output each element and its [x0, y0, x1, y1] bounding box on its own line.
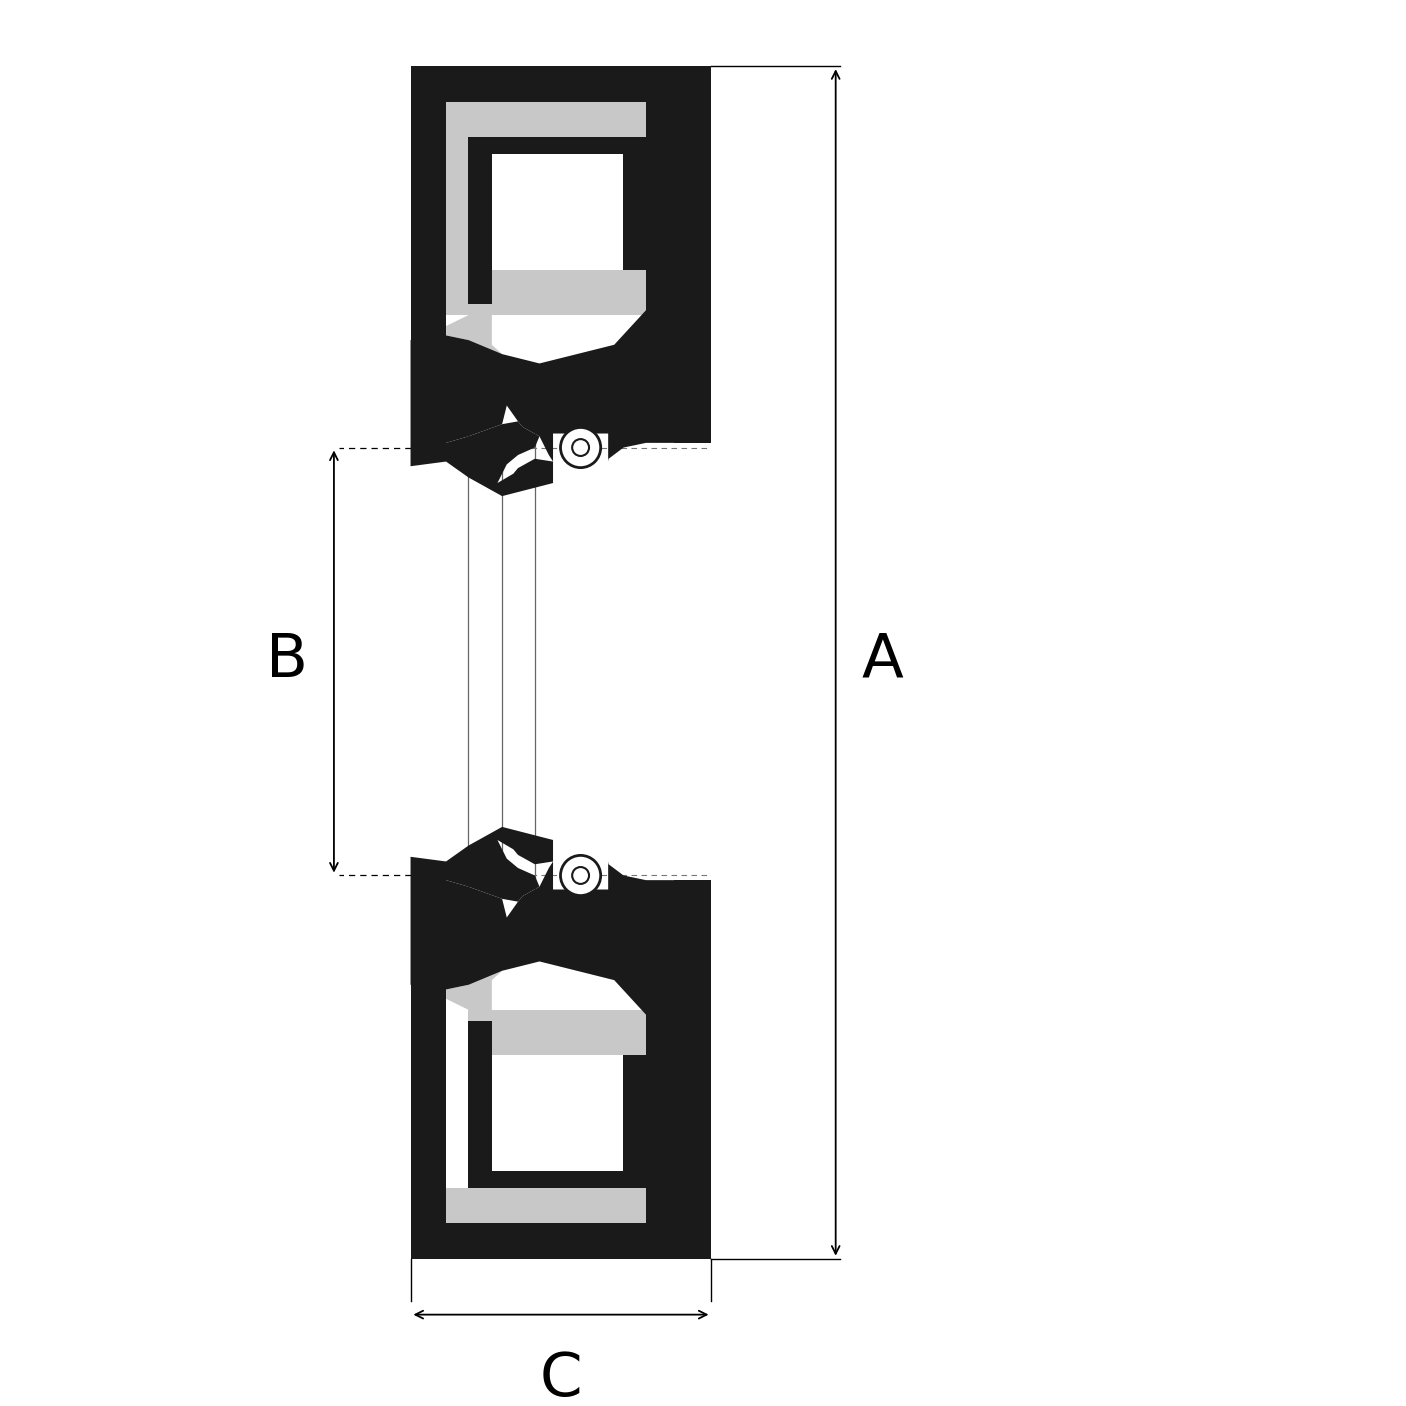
Polygon shape	[411, 422, 553, 496]
Polygon shape	[492, 1054, 623, 1171]
Polygon shape	[411, 1188, 446, 1223]
Polygon shape	[645, 101, 673, 270]
Polygon shape	[411, 862, 673, 1054]
Polygon shape	[411, 870, 446, 1188]
Circle shape	[572, 868, 589, 884]
Circle shape	[561, 855, 600, 896]
Polygon shape	[446, 890, 502, 1021]
Circle shape	[572, 439, 589, 456]
Circle shape	[561, 427, 600, 468]
Polygon shape	[411, 1223, 711, 1258]
Polygon shape	[468, 155, 492, 304]
Polygon shape	[446, 1010, 673, 1223]
Polygon shape	[446, 304, 502, 433]
Text: B: B	[266, 631, 308, 689]
Text: A: A	[862, 631, 904, 689]
Polygon shape	[411, 101, 446, 138]
Text: C: C	[540, 1350, 582, 1406]
Polygon shape	[645, 1054, 673, 1223]
Polygon shape	[468, 138, 645, 155]
Polygon shape	[468, 1171, 645, 1188]
Polygon shape	[673, 1010, 711, 1223]
Polygon shape	[446, 101, 673, 315]
Polygon shape	[645, 270, 673, 315]
Polygon shape	[645, 1010, 673, 1054]
Polygon shape	[411, 270, 673, 461]
Polygon shape	[411, 101, 673, 315]
Polygon shape	[411, 138, 446, 453]
Polygon shape	[468, 1021, 492, 1171]
Polygon shape	[623, 1054, 645, 1171]
Polygon shape	[673, 101, 711, 315]
Polygon shape	[623, 155, 645, 270]
Polygon shape	[411, 827, 553, 901]
Polygon shape	[673, 880, 711, 1010]
Polygon shape	[673, 315, 711, 443]
Polygon shape	[492, 155, 623, 270]
Polygon shape	[411, 66, 711, 101]
